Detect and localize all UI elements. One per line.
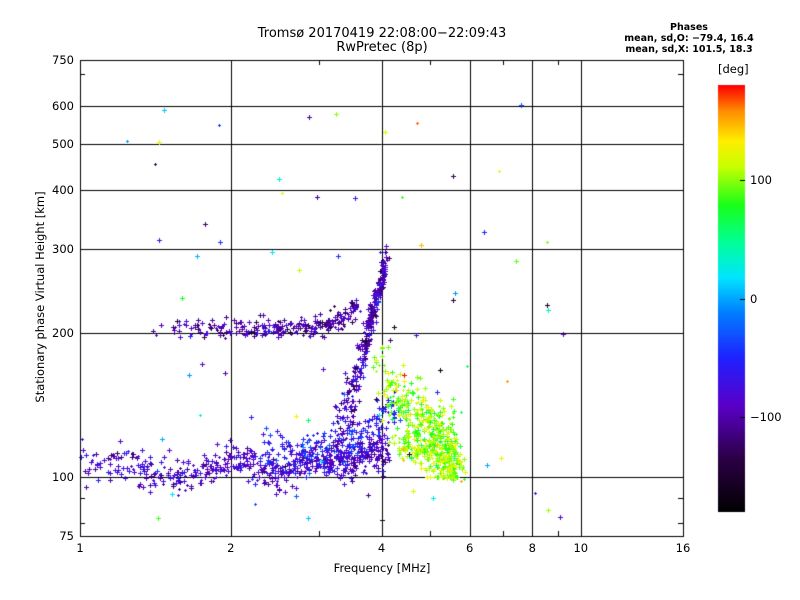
phase-stats-x-mode: mean, sd,X: 101.5, 18.3	[625, 44, 753, 55]
y-tick-600: 600	[52, 99, 74, 114]
y-tick-750: 750	[52, 53, 74, 67]
phase-stats-caption: Phases	[670, 22, 708, 33]
colorbar-tick--100: −100	[750, 410, 782, 425]
x-tick-10: 10	[573, 541, 589, 555]
y-tick-400: 400	[52, 182, 74, 197]
y-tick-100: 100	[52, 469, 74, 484]
plot-title: Tromsø 20170419 22:08:00−22:09:43	[257, 26, 507, 41]
x-tick-4: 4	[377, 541, 386, 555]
y-tick-75: 75	[59, 529, 74, 543]
x-tick-8: 8	[528, 541, 536, 555]
colorbar-tick-100: 100	[750, 172, 772, 187]
x-tick-2: 2	[227, 541, 235, 555]
y-tick-500: 500	[52, 136, 74, 151]
y-tick-200: 200	[52, 326, 74, 341]
plot-subtitle: RwPretec (8p)	[336, 40, 428, 55]
x-tick-1: 1	[76, 541, 84, 555]
x-tick-6: 6	[466, 541, 474, 555]
phase-statistics-annotation: Phases mean, sd,O: −79.4, 16.4 mean, sd,…	[596, 22, 782, 55]
colorbar-unit-label: [deg]	[718, 62, 749, 76]
phase-stats-o-mode: mean, sd,O: −79.4, 16.4	[624, 33, 754, 44]
y-tick-300: 300	[52, 242, 74, 257]
y-axis-tick-labels: 75 100 200 300 400 500 600 750	[30, 0, 74, 600]
x-axis-label: Frequency [MHz]	[333, 561, 431, 575]
colorbar-tick-0: 0	[750, 291, 758, 306]
x-tick-16: 16	[675, 541, 691, 555]
